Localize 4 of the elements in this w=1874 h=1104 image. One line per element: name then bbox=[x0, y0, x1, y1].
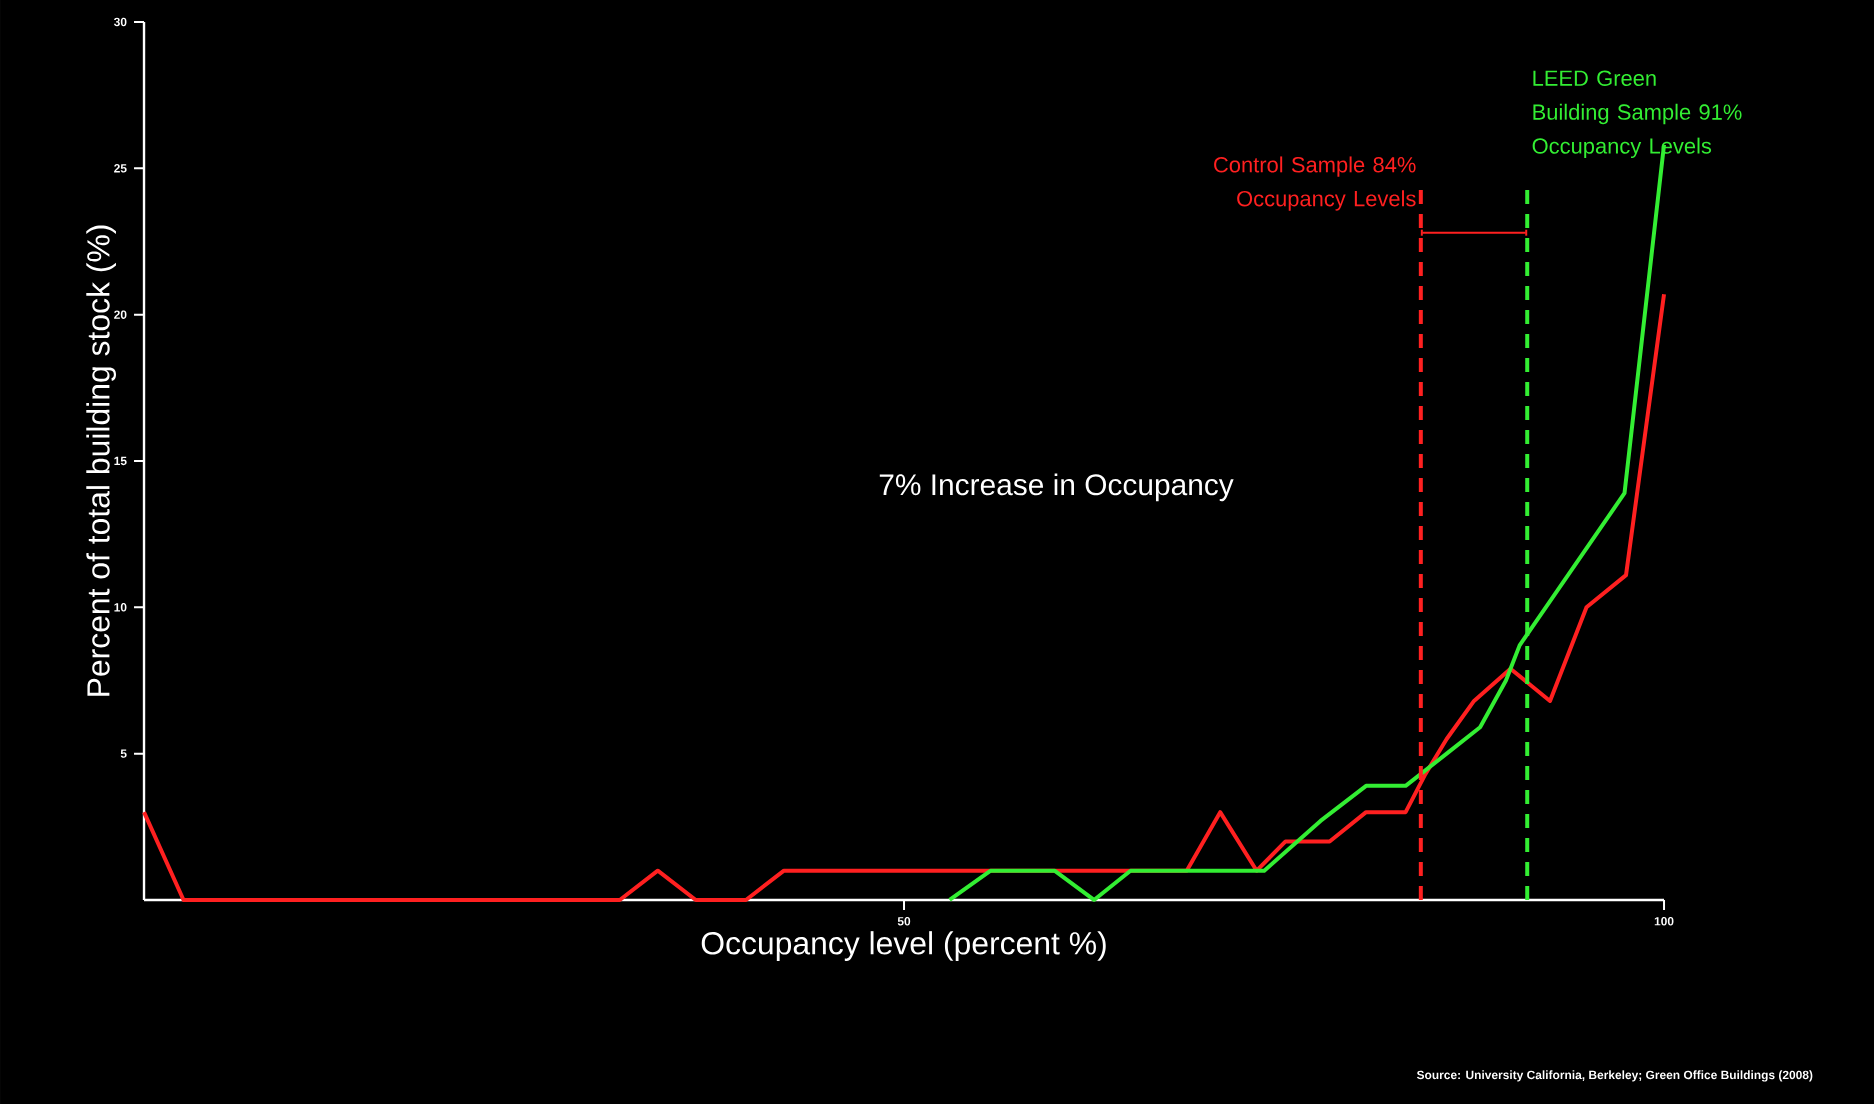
y-axis-title: Percent of total building stock (%) bbox=[86, 225, 117, 696]
ref-line-label: Control Sample 84% Occupancy Levels bbox=[1214, 156, 1416, 211]
annotation: 7% Increase in Occupancy bbox=[879, 473, 1234, 502]
x-axis-title: Occupancy level (percent %) bbox=[701, 931, 1106, 961]
